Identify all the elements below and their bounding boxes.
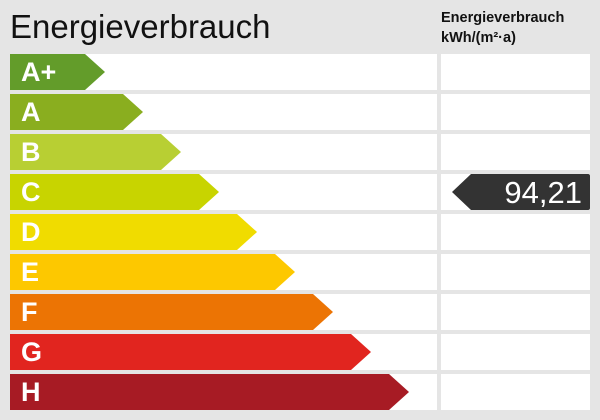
class-arrow [10,94,143,130]
value-cell [441,254,590,290]
unit-header-line2: kWh/(m²·a) [441,30,516,46]
class-label: H [21,377,41,407]
class-label: F [21,297,38,327]
class-arrow [10,374,409,410]
indicator-arrow-icon [452,174,590,210]
class-arrow [10,294,333,330]
class-arrow [10,134,181,170]
class-arrow [10,54,105,90]
indicator-value: 94,21 [504,175,582,210]
value-cell [441,134,590,170]
value-cell [441,214,590,250]
class-arrow [10,254,295,290]
class-label: E [21,257,40,287]
class-label: C [21,177,41,207]
page-title: Energieverbrauch [10,8,271,45]
class-label: A+ [21,57,57,87]
value-cell [441,294,590,330]
value-indicator: 94,21 [452,174,590,210]
class-arrow [10,214,257,250]
value-cell [441,334,590,370]
class-arrow [10,174,219,210]
value-cell [441,374,590,410]
value-cell [441,94,590,130]
class-label: A [21,97,41,127]
value-cell [441,54,590,90]
class-label: G [21,337,43,367]
unit-header: Energieverbrauch kWh/(m²·a) [441,8,564,48]
class-label: B [21,137,41,167]
class-arrow [10,334,371,370]
class-label: D [21,217,41,247]
unit-header-line1: Energieverbrauch [441,10,565,26]
